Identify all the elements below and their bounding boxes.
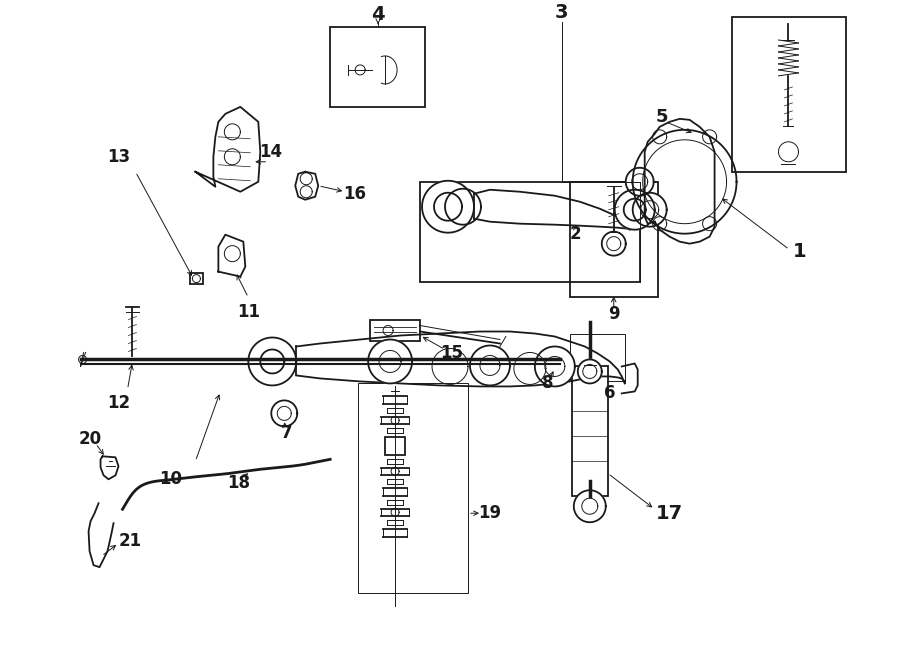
Polygon shape	[574, 490, 606, 522]
Polygon shape	[248, 338, 296, 385]
Text: 17: 17	[656, 504, 683, 523]
Polygon shape	[224, 246, 240, 262]
Polygon shape	[602, 231, 626, 256]
Bar	[420, 182, 640, 282]
Text: 9: 9	[608, 305, 619, 323]
Bar	[330, 27, 425, 107]
Polygon shape	[445, 189, 481, 225]
Bar	[572, 366, 608, 496]
Polygon shape	[633, 193, 667, 227]
Polygon shape	[368, 340, 412, 383]
Polygon shape	[535, 346, 575, 387]
Text: 10: 10	[159, 470, 182, 488]
Text: 4: 4	[372, 5, 385, 24]
Text: 16: 16	[344, 184, 366, 203]
Polygon shape	[224, 149, 240, 165]
Bar	[570, 182, 658, 297]
Text: 7: 7	[281, 424, 292, 442]
Text: 18: 18	[227, 475, 250, 492]
Bar	[370, 319, 420, 342]
Text: 11: 11	[237, 303, 260, 321]
Text: 5: 5	[655, 108, 668, 126]
Polygon shape	[626, 168, 653, 196]
Polygon shape	[224, 124, 240, 140]
Text: 14: 14	[258, 143, 282, 161]
Polygon shape	[615, 190, 654, 229]
Polygon shape	[101, 456, 119, 479]
Polygon shape	[271, 401, 297, 426]
Bar	[385, 438, 405, 455]
Polygon shape	[470, 346, 510, 385]
Polygon shape	[578, 360, 602, 383]
Bar	[358, 383, 468, 593]
Text: 6: 6	[604, 385, 616, 403]
Polygon shape	[195, 107, 260, 192]
Text: 19: 19	[479, 504, 501, 522]
Text: 1: 1	[793, 242, 806, 261]
Text: 3: 3	[555, 3, 569, 22]
Bar	[732, 17, 846, 172]
Text: 12: 12	[107, 395, 130, 412]
Text: 20: 20	[79, 430, 102, 448]
Bar	[570, 334, 625, 381]
Polygon shape	[422, 180, 474, 233]
Text: 8: 8	[542, 374, 554, 393]
Text: 2: 2	[570, 225, 581, 243]
Text: 13: 13	[107, 148, 130, 166]
Text: 21: 21	[119, 532, 141, 550]
Text: 15: 15	[440, 344, 464, 362]
Bar	[191, 272, 203, 284]
